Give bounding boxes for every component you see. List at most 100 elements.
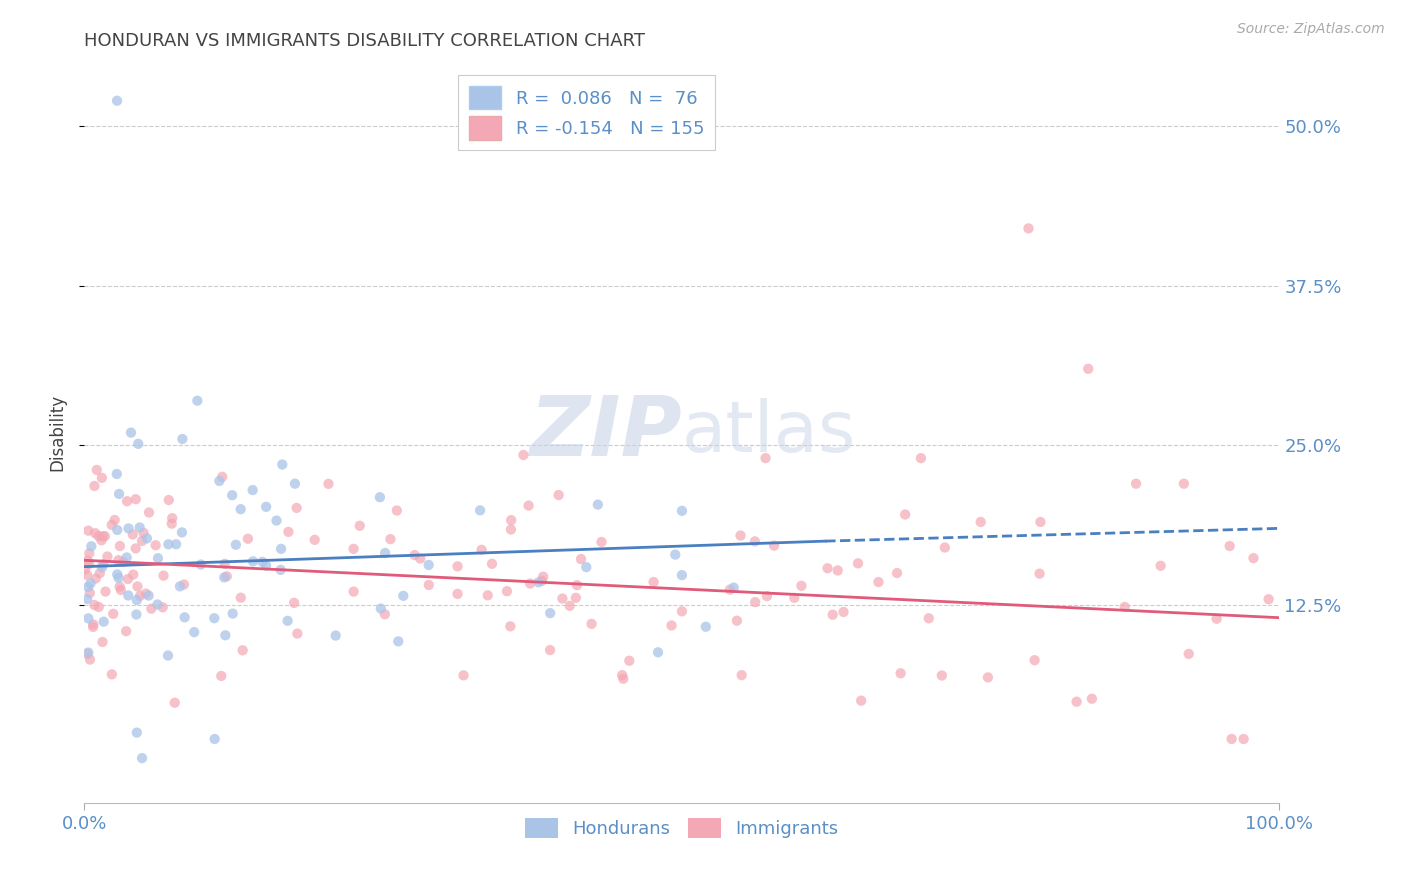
Point (91, 635, 114, 649)
Point (446, 559, 468, 574)
Point (385, 503, 408, 517)
Point (87, 599, 110, 614)
Point (135, 586, 157, 600)
Point (108, 487, 131, 501)
Point (127, 437, 149, 451)
Point (910, 451, 932, 466)
Point (591, 535, 613, 549)
Point (157, 493, 180, 508)
Point (173, 577, 195, 591)
Point (221, 607, 243, 621)
Point (619, 654, 641, 668)
Point (125, 725, 148, 739)
Point (115, 494, 138, 508)
Point (110, 582, 132, 597)
Point (208, 474, 231, 488)
Point (1233, 731, 1256, 746)
Point (647, 645, 669, 659)
Point (846, 557, 869, 571)
Point (79, 576, 101, 591)
Point (160, 511, 183, 525)
Point (165, 537, 187, 551)
Point (215, 569, 238, 583)
Point (77, 611, 100, 625)
Point (1243, 551, 1265, 566)
Point (108, 539, 131, 553)
Point (204, 731, 226, 746)
Point (342, 541, 364, 556)
Point (221, 488, 243, 502)
Point (152, 600, 174, 615)
Point (343, 584, 366, 599)
Point (731, 668, 754, 682)
Point (931, 668, 953, 682)
Point (76, 647, 98, 661)
Point (977, 670, 1000, 684)
Point (890, 666, 912, 681)
Point (586, 498, 609, 512)
Point (894, 508, 917, 522)
Point (160, 516, 183, 531)
Point (569, 552, 592, 566)
Point (105, 94, 128, 108)
Point (86, 463, 108, 477)
Point (76, 567, 98, 582)
Point (558, 599, 581, 613)
Point (254, 500, 277, 514)
Point (277, 524, 299, 539)
Point (80, 539, 103, 553)
Point (77, 580, 100, 594)
Y-axis label: Disability: Disability (48, 394, 66, 471)
Point (229, 591, 252, 605)
Point (117, 572, 139, 586)
Point (128, 520, 150, 534)
Point (284, 476, 307, 491)
Point (82, 617, 104, 632)
Point (82, 620, 104, 634)
Point (744, 595, 766, 609)
Point (157, 537, 180, 551)
Point (519, 576, 541, 591)
Point (202, 611, 225, 625)
Point (723, 581, 745, 595)
Point (1028, 566, 1050, 581)
Text: ZIP: ZIP (529, 392, 682, 473)
Point (499, 619, 522, 633)
Point (730, 528, 752, 542)
Point (96, 549, 118, 564)
Point (471, 542, 494, 557)
Point (718, 582, 741, 597)
Point (527, 575, 550, 590)
Point (122, 567, 145, 582)
Point (817, 561, 839, 575)
Point (517, 499, 540, 513)
Point (918, 611, 941, 625)
Point (127, 579, 149, 593)
Point (145, 538, 167, 552)
Point (934, 541, 956, 555)
Point (77, 557, 100, 571)
Point (418, 578, 440, 592)
Point (446, 587, 468, 601)
Point (152, 568, 174, 582)
Point (163, 696, 186, 710)
Point (1029, 515, 1052, 529)
Point (157, 648, 180, 663)
Point (120, 425, 142, 440)
Point (225, 538, 247, 552)
Point (1220, 731, 1243, 746)
Point (183, 625, 205, 640)
Point (285, 626, 308, 640)
Point (612, 672, 634, 686)
Point (783, 591, 806, 605)
Point (146, 598, 169, 612)
Point (214, 628, 236, 642)
Point (851, 694, 873, 708)
Point (370, 601, 392, 615)
Point (661, 618, 683, 632)
Point (285, 500, 308, 515)
Point (409, 551, 432, 566)
Point (84, 526, 107, 541)
Point (107, 553, 129, 567)
Point (1257, 592, 1279, 607)
